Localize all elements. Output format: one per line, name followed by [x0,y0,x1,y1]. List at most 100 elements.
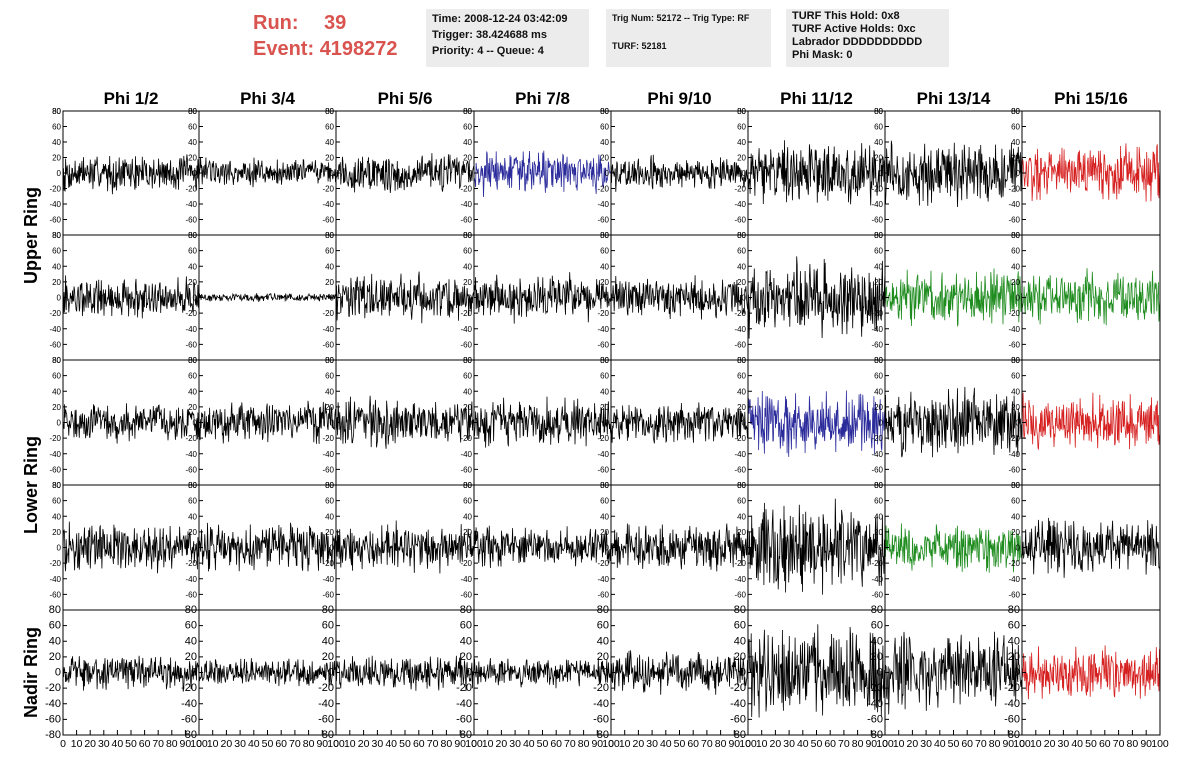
y-tick-label: -20 [460,559,472,568]
y-tick-label: -60 [185,465,197,474]
y-tick-label: 80 [463,356,472,365]
y-tick-label: -20 [322,309,334,318]
y-tick-label: 60 [463,123,472,132]
y-tick-label: 40 [1011,387,1020,396]
y-tick-label: 20 [1011,403,1020,412]
y-tick-label: -40 [1008,200,1020,209]
y-tick-label: -20 [871,185,883,194]
y-tick-label: 60 [185,620,197,632]
x-tick-label: 90 [1140,738,1152,750]
y-tick-label: 80 [52,356,61,365]
y-tick-label: 60 [52,372,61,381]
y-tick-label: -60 [45,713,61,725]
waveform-trace [610,650,749,695]
y-tick-label: -20 [185,309,197,318]
x-tick-label: 100 [602,738,620,750]
y-tick-label: -60 [49,590,61,599]
column-header: Phi 11/12 [780,89,853,108]
y-tick-label: 20 [737,278,746,287]
x-tick-label: 50 [674,738,686,750]
y-tick-label: 80 [597,604,609,616]
y-tick-label: 0 [742,169,747,178]
y-tick-label: -40 [185,450,197,459]
y-tick-label: -20 [730,682,746,694]
y-tick-label: 60 [874,123,883,132]
y-tick-label: 0 [1016,544,1021,553]
y-tick-label: 80 [874,356,883,365]
y-tick-label: 80 [1011,231,1020,240]
y-tick-label: 0 [879,169,884,178]
waveform-trace [62,154,200,195]
y-tick-label: 60 [188,247,197,256]
y-tick-label: 0 [1016,169,1021,178]
y-tick-label: -60 [734,216,746,225]
y-tick-label: 0 [1014,667,1020,679]
x-tick-label: 30 [783,738,795,750]
y-tick-label: -60 [1008,340,1020,349]
y-tick-label: 40 [737,138,746,147]
y-tick-label: -40 [49,450,61,459]
y-tick-label: 40 [737,512,746,521]
y-tick-label: 80 [874,107,883,116]
y-tick-label: 80 [52,231,61,240]
y-tick-label: 0 [330,419,335,428]
x-tick-label: 10 [482,738,494,750]
y-tick-label: -60 [460,340,472,349]
y-tick-label: 80 [874,231,883,240]
y-tick-label: 80 [871,604,883,616]
y-tick-label: 20 [325,528,334,537]
y-tick-label: -60 [460,590,472,599]
y-tick-label: 60 [52,497,61,506]
y-tick-label: 60 [737,247,746,256]
y-tick-label: 60 [1008,620,1020,632]
x-tick-label: 50 [811,738,823,750]
y-tick-label: -40 [460,200,472,209]
y-tick-label: 20 [463,403,472,412]
x-tick-label: 70 [427,738,439,750]
y-tick-label: 80 [1011,481,1020,490]
y-tick-label: -60 [49,216,61,225]
x-tick-label: 0 [60,738,66,750]
y-tick-label: 60 [188,372,197,381]
run-label: Run: [253,12,299,34]
run-value: 39 [324,12,347,34]
x-tick-label: 30 [234,738,246,750]
y-tick-label: 20 [734,651,746,663]
y-tick-label: 20 [600,403,609,412]
waveform-trace [198,292,337,303]
waveform-trace [747,624,886,718]
column-header: Phi 3/4 [240,89,295,108]
y-tick-label: 40 [463,387,472,396]
y-tick-label: 60 [322,620,334,632]
y-tick-label: -60 [1008,216,1020,225]
y-tick-label: -60 [867,713,883,725]
x-tick-label: 10 [619,738,631,750]
y-tick-label: 40 [185,635,197,647]
waveform-trace [473,525,612,569]
labrador-text: Labrador DDDDDDDDDD [792,36,923,48]
y-tick-label: 80 [463,231,472,240]
y-tick-label: 60 [325,497,334,506]
y-tick-label: 80 [188,107,197,116]
x-tick-label: 90 [1002,738,1014,750]
y-tick-label: 40 [188,512,197,521]
y-tick-label: -60 [871,465,883,474]
y-tick-label: 40 [1011,512,1020,521]
y-tick-label: 40 [188,387,197,396]
y-tick-label: 80 [737,356,746,365]
column-header: Phi 7/8 [515,89,570,108]
y-tick-label: 60 [737,372,746,381]
turf-hold-panel: TURF This Hold: 0x8 TURF Active Holds: 0… [786,9,949,67]
x-tick-label: 50 [948,738,960,750]
x-tick-label: 80 [303,738,315,750]
y-tick-label: 0 [330,294,335,303]
y-tick-label: -40 [871,325,883,334]
y-tick-label: 80 [737,231,746,240]
waveform-trace [1021,517,1161,578]
x-tick-label: 60 [275,738,287,750]
y-tick-label: 0 [193,169,198,178]
y-tick-label: 60 [463,372,472,381]
y-tick-label: 0 [605,544,610,553]
x-tick-label: 20 [221,738,233,750]
